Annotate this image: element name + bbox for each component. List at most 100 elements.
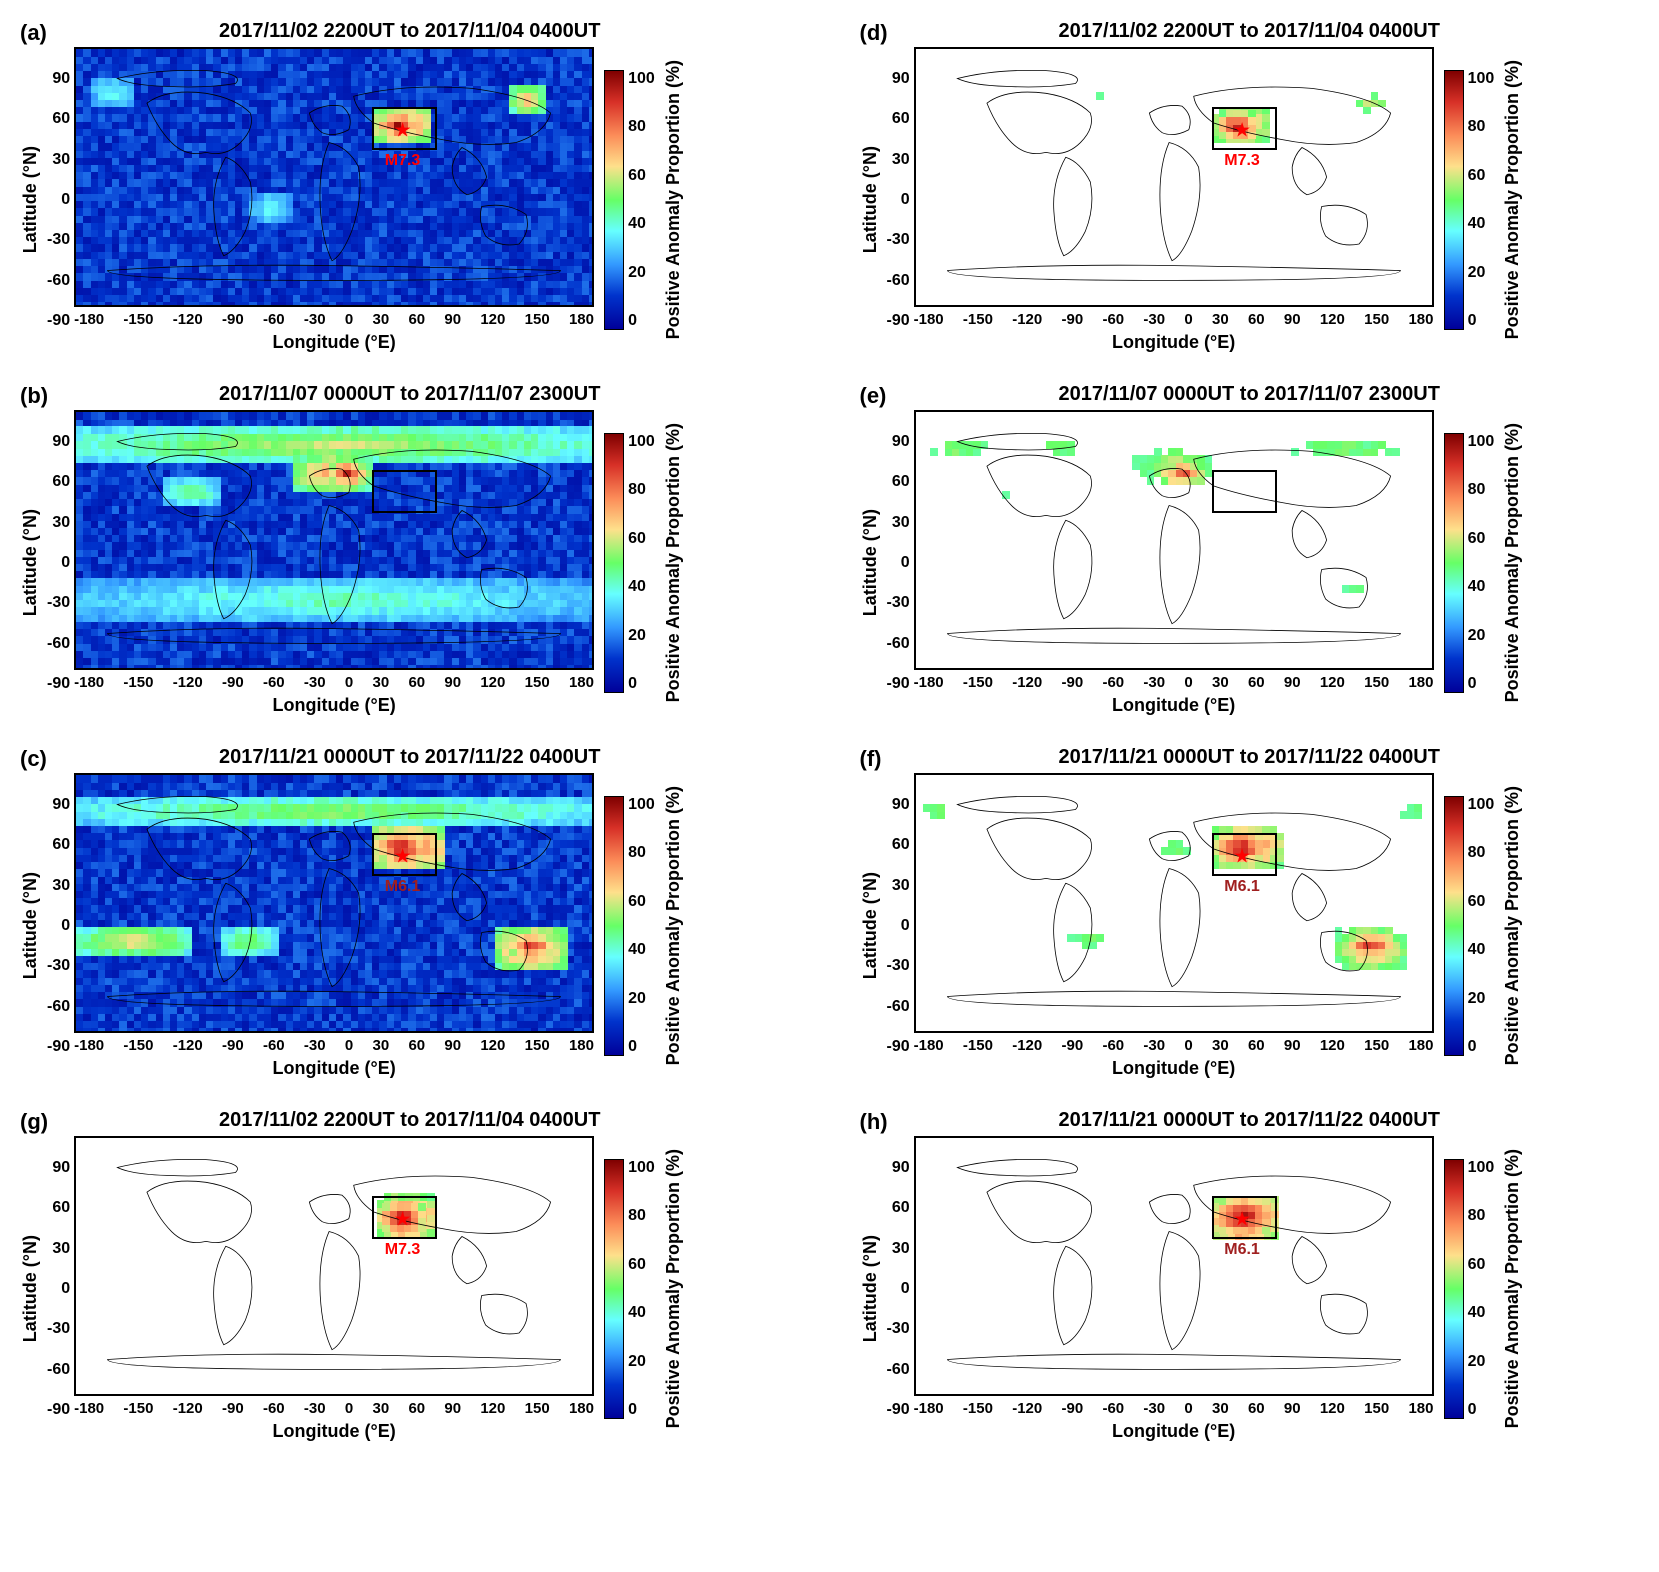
x-tick: -90 — [222, 1037, 244, 1054]
colorbar-label: Positive Anomaly Proportion (%) — [1502, 423, 1523, 702]
y-tick: -90 — [887, 312, 910, 330]
x-tick: 30 — [1212, 311, 1229, 328]
x-tick: 90 — [444, 311, 461, 328]
annotation-label: M7.3 — [385, 152, 421, 170]
colorbar-gradient — [604, 796, 624, 1056]
x-tick: -180 — [74, 674, 104, 691]
x-tick: 180 — [569, 1400, 594, 1417]
x-tick: 60 — [1248, 1037, 1265, 1054]
colorbar-tick: 60 — [628, 893, 655, 911]
x-tick: 90 — [1284, 311, 1301, 328]
colorbar-tick: 20 — [1468, 990, 1495, 1008]
x-tick: 60 — [1248, 674, 1265, 691]
x-tick: 180 — [569, 674, 594, 691]
colorbar-tick: 0 — [628, 675, 655, 693]
plot-row: Latitude (°N)9060300-30-60-90★M6.1-180-1… — [20, 773, 800, 1079]
colorbar-tick: 80 — [628, 1207, 655, 1225]
x-tick: -30 — [304, 311, 326, 328]
panel-title: 2017/11/02 2200UT to 2017/11/04 0400UT — [219, 20, 600, 43]
x-tick: -120 — [1012, 674, 1042, 691]
colorbar: 100806040200Positive Anomaly Proportion … — [1444, 786, 1524, 1065]
panel-title: 2017/11/07 0000UT to 2017/11/07 2300UT — [219, 383, 600, 406]
x-tick: 180 — [569, 1037, 594, 1054]
y-tick: 60 — [887, 473, 910, 491]
region-box — [372, 470, 437, 513]
y-tick: -30 — [47, 1320, 70, 1338]
x-tick: 60 — [1248, 311, 1265, 328]
x-ticks: -180-150-120-90-60-300306090120150180 — [74, 674, 594, 691]
colorbar-tick: 60 — [1468, 167, 1495, 185]
y-tick: 60 — [47, 473, 70, 491]
world-outline — [76, 1138, 592, 1394]
x-tick: -150 — [123, 1400, 153, 1417]
colorbar-tick: 20 — [628, 627, 655, 645]
y-tick: 90 — [47, 1159, 70, 1177]
x-tick: -30 — [304, 1400, 326, 1417]
x-tick: 90 — [1284, 1037, 1301, 1054]
panel-title: 2017/11/21 0000UT to 2017/11/22 0400UT — [219, 746, 600, 769]
colorbar-tick: 60 — [628, 1256, 655, 1274]
colorbar-label: Positive Anomaly Proportion (%) — [1502, 786, 1523, 1065]
colorbar-tick: 100 — [1468, 70, 1495, 88]
y-ticks: 9060300-30-60-90 — [47, 433, 70, 693]
y-tick: 30 — [47, 514, 70, 532]
x-ticks: -180-150-120-90-60-300306090120150180 — [74, 1400, 594, 1417]
colorbar-tick: 0 — [628, 1038, 655, 1056]
y-tick: 60 — [887, 1199, 910, 1217]
x-tick: -90 — [222, 311, 244, 328]
x-tick: -90 — [1062, 674, 1084, 691]
colorbar-tick: 60 — [628, 530, 655, 548]
y-ticks: 9060300-30-60-90 — [887, 1159, 910, 1419]
x-tick: -30 — [1143, 1400, 1165, 1417]
colorbar-tick: 20 — [1468, 1353, 1495, 1371]
x-tick: -120 — [173, 311, 203, 328]
plot-row: Latitude (°N)9060300-30-60-90★M7.3-180-1… — [860, 47, 1640, 353]
x-tick: 0 — [1184, 1400, 1192, 1417]
annotation-label: M6.1 — [1224, 878, 1260, 896]
world-outline — [916, 1138, 1432, 1394]
plot-row: Latitude (°N)9060300-30-60-90★M7.3-180-1… — [20, 1136, 800, 1442]
colorbar-tick: 80 — [1468, 1207, 1495, 1225]
epicenter-star-icon: ★ — [394, 843, 412, 868]
colorbar-tick: 40 — [628, 941, 655, 959]
colorbar-gradient — [1444, 433, 1464, 693]
y-tick: -30 — [47, 957, 70, 975]
colorbar-tick: 100 — [1468, 796, 1495, 814]
y-tick: 0 — [887, 554, 910, 572]
colorbar-tick: 40 — [1468, 941, 1495, 959]
y-tick: 60 — [887, 836, 910, 854]
x-tick: 90 — [1284, 1400, 1301, 1417]
x-axis-label: Longitude (°E) — [273, 695, 396, 716]
colorbar-tick: 100 — [628, 796, 655, 814]
x-axis-label: Longitude (°E) — [1112, 1421, 1235, 1442]
y-tick: 90 — [887, 796, 910, 814]
x-tick: -120 — [173, 1400, 203, 1417]
y-ticks: 9060300-30-60-90 — [887, 70, 910, 330]
x-tick: 180 — [1408, 311, 1433, 328]
x-tick: -30 — [304, 674, 326, 691]
colorbar-ticks: 100806040200 — [628, 433, 655, 693]
y-tick: -30 — [887, 1320, 910, 1338]
panel-d: (d)2017/11/02 2200UT to 2017/11/04 0400U… — [860, 20, 1640, 353]
x-tick: -60 — [263, 1037, 285, 1054]
y-tick: 60 — [887, 110, 910, 128]
x-tick: -120 — [1012, 311, 1042, 328]
colorbar-ticks: 100806040200 — [628, 796, 655, 1056]
x-tick: -150 — [963, 1037, 993, 1054]
map: ★M6.1 — [74, 773, 594, 1033]
panel-f: (f)2017/11/21 0000UT to 2017/11/22 0400U… — [860, 746, 1640, 1079]
plot-row: Latitude (°N)9060300-30-60-90★M6.1-180-1… — [860, 1136, 1640, 1442]
y-tick: 30 — [887, 1240, 910, 1258]
colorbar-tick: 20 — [1468, 627, 1495, 645]
panel-b: (b)2017/11/07 0000UT to 2017/11/07 2300U… — [20, 383, 800, 716]
y-tick: -90 — [887, 1038, 910, 1056]
colorbar-tick: 40 — [1468, 1304, 1495, 1322]
x-tick: -180 — [914, 1400, 944, 1417]
map: ★M7.3 — [74, 1136, 594, 1396]
y-tick: 30 — [887, 877, 910, 895]
map: ★M6.1 — [914, 1136, 1434, 1396]
colorbar-tick: 20 — [628, 990, 655, 1008]
colorbar-tick: 20 — [628, 264, 655, 282]
colorbar-tick: 80 — [628, 118, 655, 136]
world-outline — [76, 49, 592, 305]
